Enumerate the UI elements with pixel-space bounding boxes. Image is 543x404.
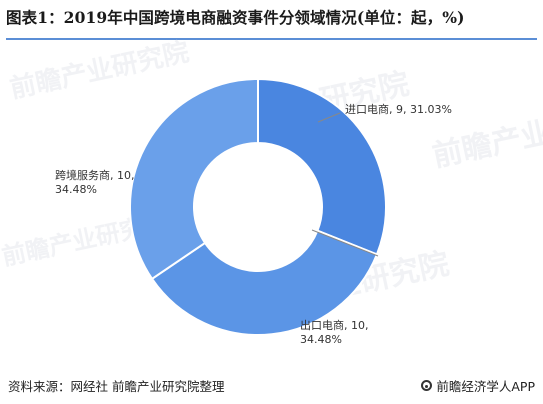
leader-lines — [311, 112, 379, 257]
title-rule — [6, 38, 537, 40]
slice-label-3-line-2: 34.48% — [55, 183, 97, 196]
slice-3 — [129, 77, 259, 281]
donut-slices — [129, 77, 387, 336]
brand-label: 前瞻经济学人APP — [436, 379, 535, 394]
slice-label-3-line-1: 跨境服务商, 10, — [55, 168, 135, 182]
slice-1 — [257, 77, 387, 256]
leader-line-2 — [311, 229, 379, 257]
chart-title: 图表1：2019年中国跨境电商融资事件分领域情况(单位：起，%) — [6, 8, 465, 27]
leader-line-1 — [317, 112, 341, 123]
data-labels: 进口电商, 9, 31.03%出口电商, 10,34.48%跨境服务商, 10,… — [55, 102, 452, 346]
slice-label-1-line-1: 进口电商, 9, 31.03% — [345, 102, 452, 116]
slice-2 — [150, 229, 379, 336]
slice-label-2-line-1: 出口电商, 10, — [300, 318, 369, 332]
donut-chart: 进口电商, 9, 31.03%出口电商, 10,34.48%跨境服务商, 10,… — [55, 77, 452, 346]
brand-logo-icon — [421, 380, 433, 391]
brand-mark: 前瞻经济学人APP — [421, 376, 535, 395]
slice-label-2-line-2: 34.48% — [300, 333, 342, 346]
source-note: 资料来源：网经社 前瞻产业研究院整理 — [8, 379, 225, 394]
